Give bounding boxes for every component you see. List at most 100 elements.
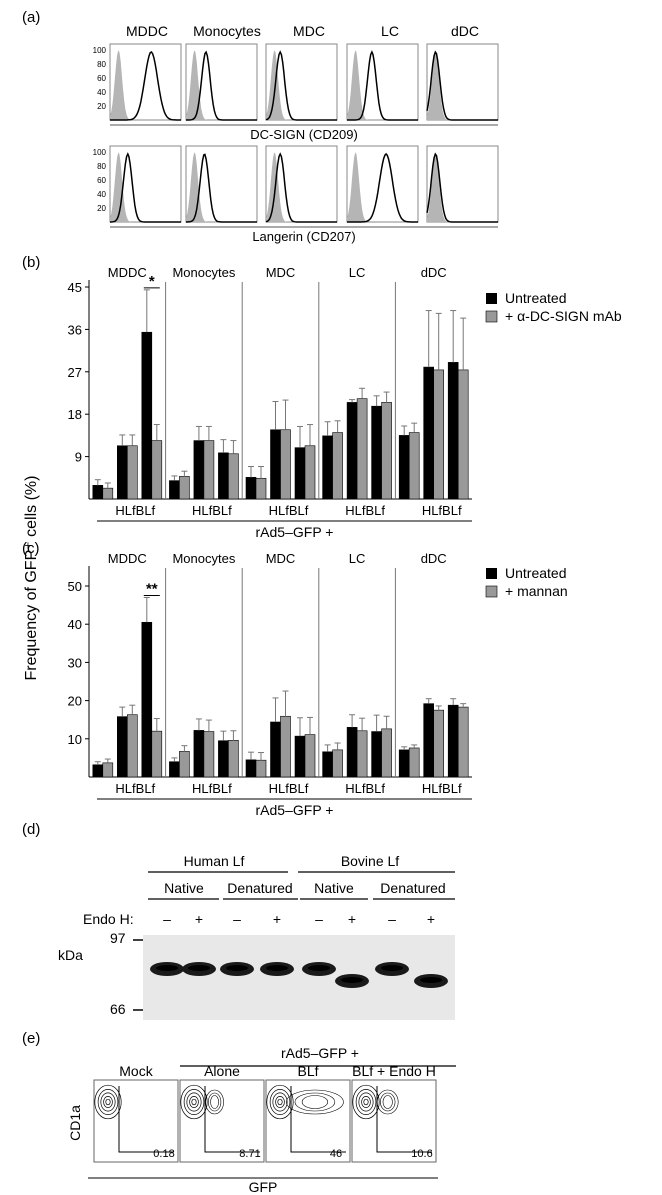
chart-c: 10 20 30 40 50 MDDC HLfBLf Monocytes HLfBLf MDC HL… (68, 551, 472, 818)
bar (371, 405, 382, 500)
panel-b-label: (b) (22, 254, 40, 271)
legend-swatch-untreated (486, 568, 497, 579)
protein-band-core (226, 965, 248, 971)
protein-band-core (266, 965, 288, 971)
bar (322, 751, 333, 778)
gate (376, 1086, 432, 1153)
bar (304, 445, 316, 500)
y-tick-label: 18 (68, 407, 82, 422)
contour-line (103, 1096, 113, 1108)
histogram-row-dc-sign: 100 80 60 40 20 (93, 43, 499, 121)
chart-b-legend: Untreated + α-DC-SIGN mAb (485, 290, 622, 324)
bar (203, 731, 215, 778)
bar (270, 429, 281, 500)
y-tick-label: 36 (68, 322, 82, 337)
lane-label: + (348, 911, 356, 927)
protein-band-core (308, 965, 330, 971)
gfp-positive-contour (294, 1092, 336, 1112)
lane-label: – (315, 911, 323, 927)
y-tick-label: 9 (75, 450, 82, 465)
bar (381, 728, 392, 778)
condition-tick-label: HLfBLf (115, 781, 155, 796)
cell-group-label: MDDC (108, 265, 147, 280)
histogram-y-tick-label: 80 (97, 60, 106, 69)
bar (228, 740, 239, 778)
bar (433, 709, 445, 778)
bar (141, 621, 153, 778)
bar (457, 706, 469, 778)
panel-b: (b) 9 18 27 36 45 MDDC HLfBLf Monocytes HLfBLf MD… (22, 254, 622, 540)
condition-tick-label: HLfBLf (269, 781, 309, 796)
legend-label: + α-DC-SIGN mAb (505, 308, 622, 324)
bar (332, 749, 343, 778)
bar (433, 369, 445, 500)
contour-line (277, 1098, 283, 1106)
bar (255, 477, 267, 500)
panel-e-label: (e) (22, 1030, 40, 1047)
chart-b: 9 18 27 36 45 MDDC HLfBLf Monocytes HLfBLf MDC HLf… (68, 265, 472, 540)
histogram-y-tick-label: 20 (97, 204, 106, 213)
panel-d: (d) Human Lf Bovine Lf Native Denatured … (22, 821, 455, 1020)
row1-axis-label: DC-SIGN (CD209) (250, 127, 358, 142)
gfp-positive-contour (205, 1089, 224, 1115)
row2-axis-label: Langerin (CD207) (252, 229, 355, 244)
bar (203, 440, 215, 500)
isotype-control-histogram (347, 50, 418, 121)
bar (294, 735, 306, 778)
gfp-positive-contour (286, 1089, 344, 1115)
legend-swatch-treated (485, 310, 498, 323)
flow-plot-title: Mock (119, 1063, 153, 1079)
contour-line (105, 1098, 111, 1106)
protein-band-core (156, 965, 178, 971)
contour-line (191, 1098, 197, 1106)
flow-plot-title: Alone (204, 1063, 240, 1079)
panel-c: (c) 10 20 30 40 50 MDDC HLfBLf Monocytes HLfBLf M… (22, 540, 568, 818)
bar (228, 453, 239, 500)
lane-label: + (427, 911, 435, 927)
gate (290, 1086, 346, 1153)
bar (423, 366, 435, 500)
lane-labels: – + – + – + – + (163, 911, 435, 927)
stained-histogram (426, 50, 498, 121)
legend-label: Untreated (505, 565, 566, 581)
y-tick-label: 45 (68, 280, 82, 295)
flow-plots: Mock 0.18 Alone 8.71 BLf 46 BLf + Endo H 10.6 (93, 1063, 437, 1163)
bar (102, 762, 114, 778)
kda-label: kDa (58, 947, 83, 963)
gel-image (143, 935, 455, 1020)
contour-line (358, 1092, 374, 1112)
stained-histogram (186, 50, 257, 121)
histogram-y-tick-label: 80 (97, 162, 106, 171)
bar (245, 477, 257, 500)
protein-band-core (188, 965, 210, 971)
lane-label: – (388, 911, 396, 927)
bar (169, 480, 180, 500)
contour-line (355, 1089, 377, 1115)
bar (179, 476, 190, 500)
contour-line (275, 1096, 285, 1108)
flow-plot-frame (179, 1079, 265, 1163)
bar (127, 714, 138, 778)
legend-label: + mannan (505, 583, 568, 599)
bar (117, 716, 128, 778)
bar (102, 487, 114, 500)
isotype-control-histogram (266, 152, 337, 222)
subgroup-label: Native (314, 880, 354, 896)
contour-line (97, 1089, 119, 1115)
bar (245, 759, 257, 778)
panel-a-headers: MDDC Monocytes MDC LC dDC (126, 23, 479, 39)
panel-a-header: MDC (293, 23, 325, 39)
panel-e: (e) rAd5–GFP + Mock 0.18 Alone 8.71 BLf 46 BLf… (22, 1030, 456, 1195)
subgroup-label: Denatured (380, 880, 445, 896)
gfp-positive-contour (382, 1095, 393, 1109)
histogram-y-tick-label: 40 (97, 190, 106, 199)
panel-d-label: (d) (22, 821, 40, 838)
contour-line (266, 1084, 294, 1120)
gfp-positive-contour (208, 1092, 222, 1112)
condition-tick-label: HLfBLf (422, 503, 462, 518)
bar (346, 402, 358, 500)
y-tick-label: 30 (68, 655, 82, 670)
stained-histogram (110, 51, 181, 121)
y-tick-label: 40 (68, 617, 82, 632)
bar (371, 731, 382, 778)
